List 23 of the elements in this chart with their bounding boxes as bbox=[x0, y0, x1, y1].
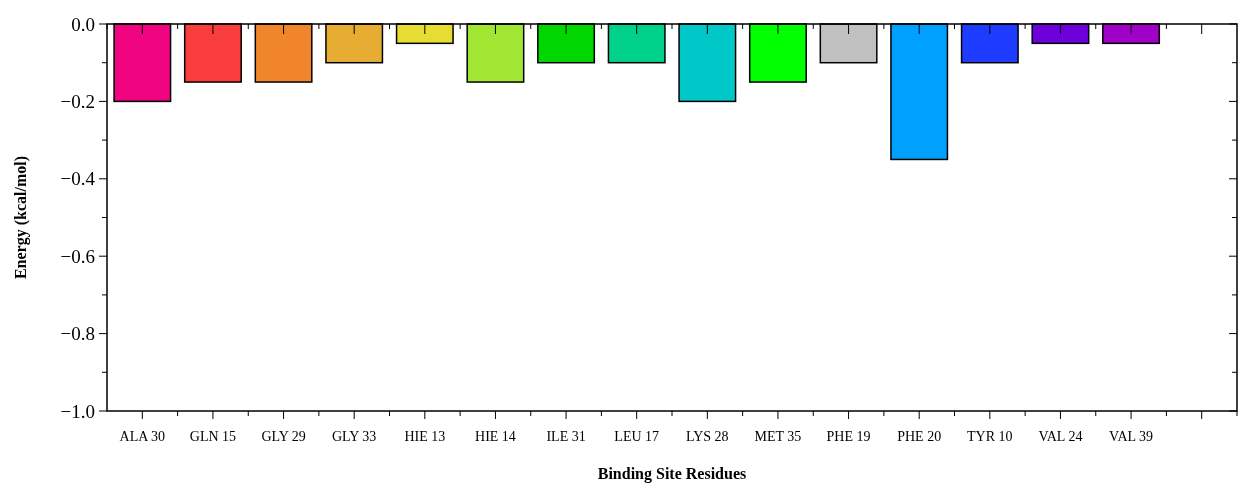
x-tick-label: GLN 15 bbox=[189, 429, 237, 444]
x-tick-label: HIE 14 bbox=[475, 429, 516, 444]
x-tick-label: GLY 29 bbox=[261, 429, 306, 444]
x-tick-label: MET 35 bbox=[754, 429, 802, 444]
x-tick-label: PHE 19 bbox=[826, 429, 871, 444]
y-tick-label: −0.4 bbox=[60, 168, 96, 190]
y-tick-label: −0.6 bbox=[60, 245, 95, 267]
y-axis-title: Energy (kcal/mol) bbox=[12, 155, 30, 280]
x-tick-label: HIE 13 bbox=[404, 429, 446, 444]
x-tick-label: VAL 24 bbox=[1038, 429, 1083, 444]
y-tick-label: −0.8 bbox=[60, 323, 95, 345]
x-tick-label: LEU 17 bbox=[614, 429, 660, 444]
x-tick-label: VAL 39 bbox=[1109, 429, 1154, 444]
x-tick-label: ILE 31 bbox=[546, 429, 586, 444]
x-tick-label: ALA 30 bbox=[119, 429, 166, 444]
y-tick-label: −0.2 bbox=[60, 91, 95, 113]
x-tick-label: LYS 28 bbox=[686, 429, 729, 444]
x-axis-title: Binding Site Residues bbox=[597, 465, 747, 483]
x-tick-label: GLY 33 bbox=[332, 429, 377, 444]
y-tick-label: −1.0 bbox=[60, 400, 95, 422]
y-tick-label: 0.0 bbox=[71, 13, 95, 35]
x-tick-label: TYR 10 bbox=[967, 429, 1013, 444]
x-tick-label: PHE 20 bbox=[897, 429, 942, 444]
